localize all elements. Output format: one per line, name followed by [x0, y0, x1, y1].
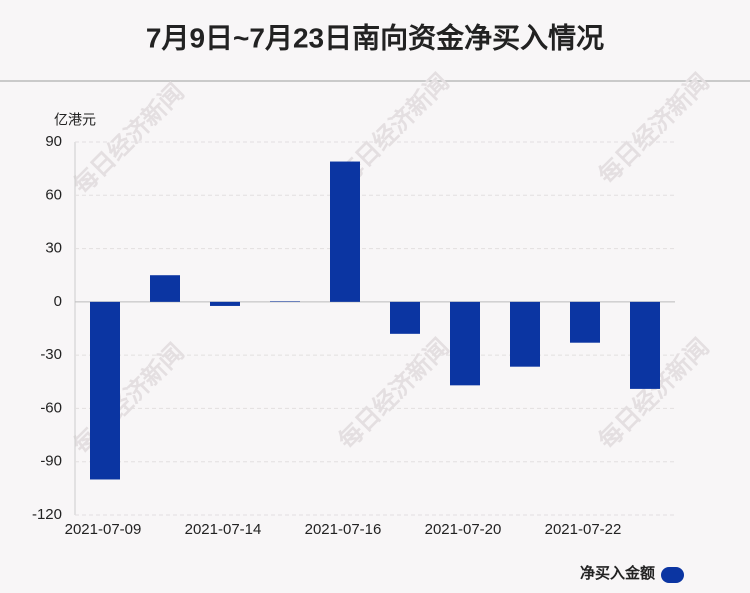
x-tick-label: 2021-07-09: [65, 521, 142, 538]
x-tick-label: 2021-07-22: [545, 521, 622, 538]
x-tick-label: 2021-07-20: [425, 521, 502, 538]
bar: [510, 301, 540, 367]
bar: [150, 275, 180, 302]
legend-label: 净买入金额: [580, 564, 655, 582]
bar: [450, 301, 480, 386]
bar: [210, 301, 240, 306]
y-tick-label: -120: [32, 506, 62, 523]
bar: [630, 301, 660, 389]
bar: [270, 301, 300, 302]
legend-swatch: [661, 567, 684, 583]
bar: [90, 301, 120, 480]
bar: [570, 301, 600, 343]
y-tick-label: 60: [45, 186, 62, 203]
y-tick-label: 30: [45, 240, 62, 257]
bar: [330, 161, 360, 302]
y-tick-label: 0: [54, 293, 62, 310]
y-tick-label: 90: [45, 133, 62, 150]
chart-title: 7月9日~7月23日南向资金净买入情况: [146, 21, 604, 53]
bar: [390, 301, 420, 334]
y-axis-label: 亿港元: [54, 112, 96, 128]
x-tick-label: 2021-07-14: [185, 521, 262, 538]
y-tick-label: -30: [40, 346, 62, 363]
x-tick-label: 2021-07-16: [305, 521, 382, 538]
y-tick-label: -60: [40, 399, 62, 416]
y-tick-label: -90: [40, 453, 62, 470]
